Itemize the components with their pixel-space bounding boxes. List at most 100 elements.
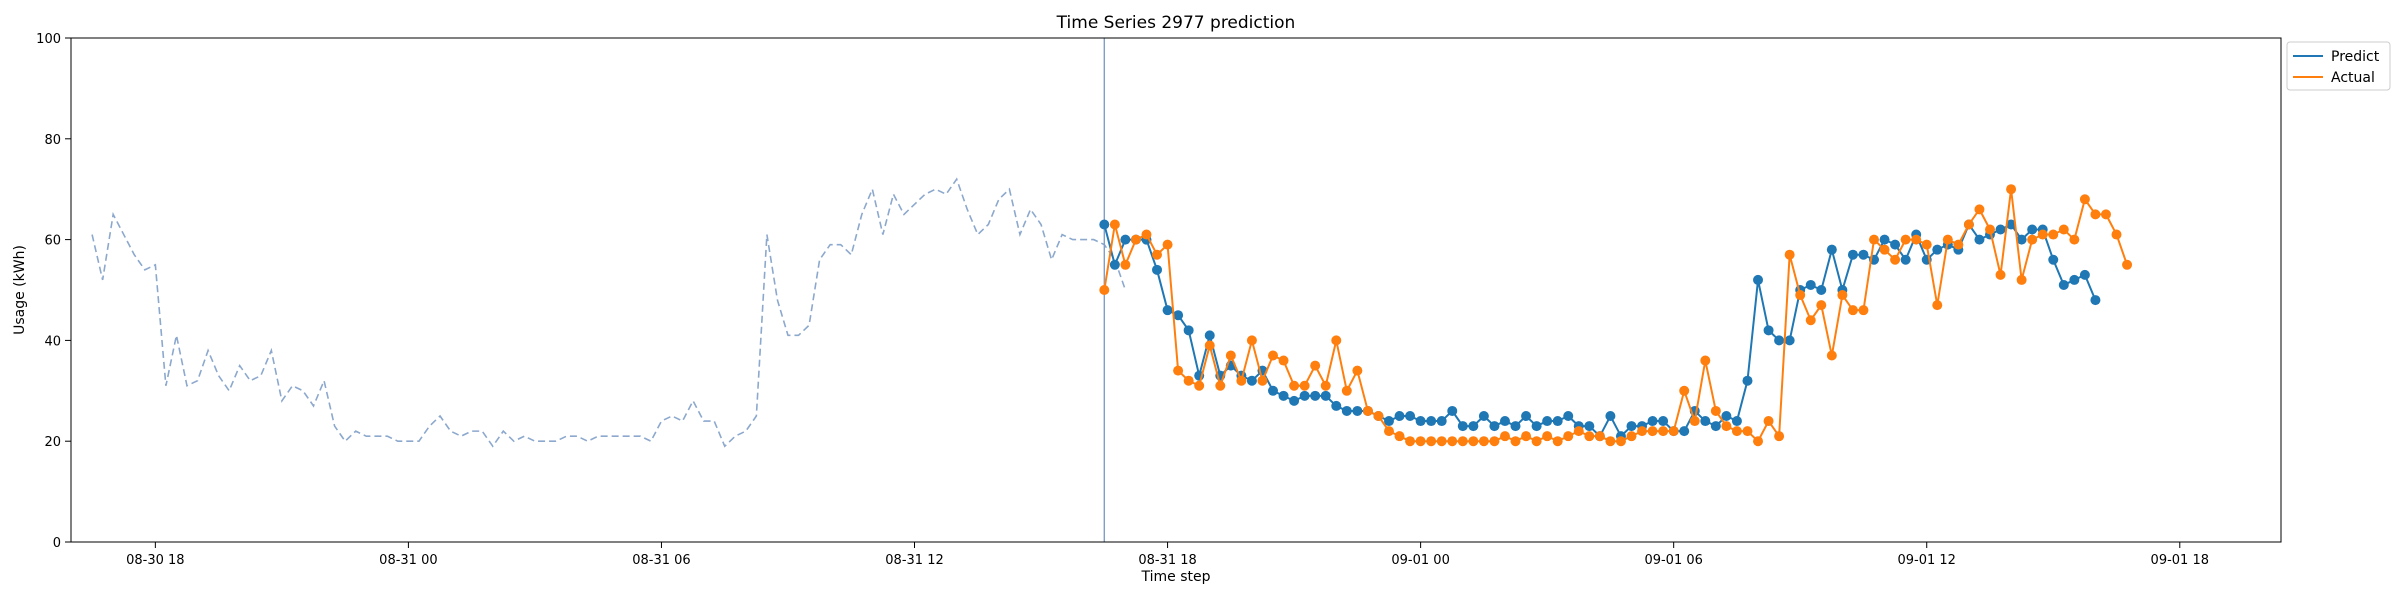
- series-point-predict: [1742, 375, 1753, 386]
- series-point-predict: [1563, 411, 1574, 421]
- series-point-actual: [1700, 355, 1711, 366]
- series-point-predict: [1721, 411, 1732, 421]
- series-point-actual: [2048, 229, 2059, 240]
- series-point-actual: [1215, 380, 1226, 391]
- series-point-predict: [1120, 234, 1131, 245]
- y-tick-label: 20: [44, 435, 61, 450]
- series-point-actual: [1837, 290, 1848, 301]
- series-point-actual: [1426, 436, 1437, 447]
- series-point-predict: [1858, 249, 1869, 260]
- series-point-predict: [1542, 416, 1553, 427]
- series-point-actual: [2111, 229, 2122, 240]
- series-point-actual: [1658, 426, 1669, 437]
- legend-label-predict: Predict: [2331, 49, 2380, 65]
- series-point-predict: [1405, 411, 1416, 421]
- series-point-actual: [1753, 436, 1764, 447]
- series-point-actual: [1468, 436, 1479, 447]
- series-point-actual: [1900, 234, 1911, 245]
- series-point-predict: [1995, 224, 2006, 235]
- series-point-actual: [1974, 204, 1985, 215]
- series-line-actual: [1103, 189, 2129, 443]
- x-tick-label: 08-31 00: [379, 553, 437, 568]
- series-point-predict: [1152, 264, 1163, 275]
- x-tick-label: 09-01 12: [1897, 553, 1955, 568]
- series-point-actual: [1890, 254, 1901, 265]
- series-point-predict: [1521, 411, 1532, 421]
- series-point-predict: [1109, 259, 1120, 270]
- series-point-actual: [1795, 290, 1806, 301]
- series-point-actual: [1584, 431, 1595, 442]
- series-point-actual: [1489, 436, 1500, 447]
- legend: Predict Actual: [2286, 41, 2391, 91]
- y-tick-label: 100: [36, 32, 61, 47]
- x-tick-label: 09-01 18: [2151, 553, 2209, 568]
- series-point-actual: [1563, 431, 1574, 442]
- series-point-actual: [1605, 436, 1616, 447]
- series-point-actual: [1289, 380, 1300, 391]
- series-point-predict: [1310, 390, 1321, 401]
- series-point-actual: [1320, 380, 1331, 391]
- series-point-actual: [1383, 426, 1394, 437]
- series-point-predict: [1626, 421, 1637, 432]
- series-point-actual: [1858, 305, 1869, 316]
- y-axis-label: Usage (kWh): [12, 245, 28, 335]
- series-point-actual: [2016, 274, 2027, 285]
- series-point-predict: [1753, 274, 1764, 285]
- series-point-actual: [1130, 234, 1141, 245]
- series-point-actual: [1879, 244, 1890, 255]
- series-point-actual: [1352, 365, 1363, 376]
- series-point-predict: [2048, 254, 2059, 265]
- series-point-actual: [1246, 335, 1257, 346]
- x-tick-label: 08-31 12: [885, 553, 943, 568]
- series-point-actual: [1394, 431, 1405, 442]
- series-point-actual: [1099, 285, 1110, 295]
- x-tick-label: 08-30 18: [126, 553, 184, 568]
- series-point-actual: [1257, 375, 1268, 386]
- series-point-actual: [1689, 416, 1700, 427]
- series-point-predict: [1352, 405, 1363, 416]
- series-point-actual: [1626, 431, 1637, 442]
- y-tick-label: 40: [44, 334, 61, 349]
- series-point-actual: [1784, 249, 1795, 260]
- series-point-predict: [1436, 416, 1447, 427]
- series-point-actual: [1847, 305, 1858, 316]
- series-point-actual: [1499, 431, 1510, 442]
- series-point-predict: [1531, 421, 1542, 432]
- series-point-predict: [1289, 395, 1300, 406]
- series-point-predict: [1784, 335, 1795, 346]
- series-point-actual: [1173, 365, 1184, 376]
- series-point-predict: [1826, 244, 1837, 255]
- x-tick-label: 08-31 06: [632, 553, 690, 568]
- series-point-actual: [1236, 375, 1247, 386]
- series-point-actual: [1721, 421, 1732, 432]
- series-point-predict: [1700, 416, 1711, 427]
- series-point-predict: [1394, 411, 1405, 421]
- series-point-actual: [1742, 426, 1753, 437]
- series-point-actual: [1637, 426, 1648, 437]
- series-point-predict: [1774, 335, 1785, 346]
- series-point-predict: [1879, 234, 1890, 245]
- series-point-predict: [1162, 305, 1173, 316]
- series-point-actual: [1278, 355, 1289, 366]
- series-point-predict: [1805, 279, 1816, 290]
- series-point-actual: [1816, 300, 1827, 311]
- y-axis-ticks: 0 20 40 60 80 100: [36, 32, 71, 551]
- series-point-actual: [1953, 239, 1964, 250]
- series-point-actual: [1552, 436, 1563, 447]
- series-point-actual: [1531, 436, 1542, 447]
- series-point-actual: [1805, 315, 1816, 326]
- series-point-actual: [1573, 426, 1584, 437]
- series-point-predict: [1499, 416, 1510, 427]
- series-point-actual: [1152, 249, 1163, 260]
- series-point-actual: [1932, 300, 1943, 311]
- series-point-predict: [1647, 416, 1658, 427]
- series-point-actual: [1911, 234, 1922, 245]
- series-point-actual: [1679, 385, 1690, 396]
- series-point-actual: [1826, 350, 1837, 361]
- series-point-predict: [1489, 421, 1500, 432]
- series-point-predict: [1204, 330, 1215, 341]
- series-point-predict: [1816, 285, 1827, 295]
- series-point-predict: [1890, 239, 1901, 250]
- series-point-predict: [1763, 325, 1774, 336]
- series-point-actual: [1162, 239, 1173, 250]
